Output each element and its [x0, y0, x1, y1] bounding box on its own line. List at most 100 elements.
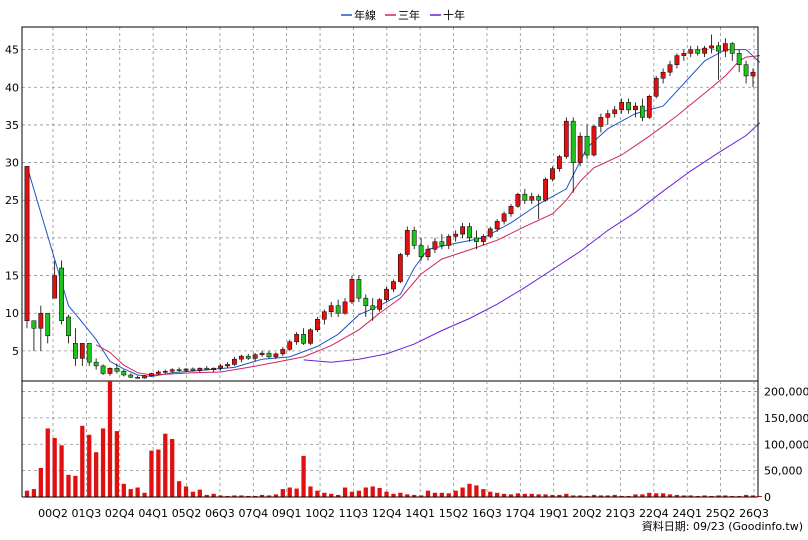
- candle: [287, 339, 293, 351]
- volume-y-tick-label: 0: [764, 491, 771, 504]
- volume-bar: [557, 494, 562, 497]
- candle: [73, 328, 78, 366]
- candle: [370, 298, 376, 321]
- candle: [356, 275, 362, 302]
- candle-body: [66, 316, 71, 337]
- candle-body: [142, 375, 147, 379]
- candle: [716, 42, 721, 80]
- volume-y-tick-label: 100,000: [764, 438, 808, 451]
- candle-body: [52, 275, 58, 299]
- volume-bar: [723, 495, 728, 497]
- candle: [702, 45, 707, 58]
- candle-body: [308, 329, 313, 344]
- candle: [93, 358, 99, 370]
- candle-body: [563, 120, 569, 157]
- volume-bar: [45, 428, 50, 497]
- candle-body: [550, 168, 555, 180]
- volume-bar: [349, 491, 355, 497]
- x-tick-label: 19Q1: [539, 507, 569, 520]
- legend-label-10yr: 十年: [443, 8, 465, 22]
- volume-bar: [149, 450, 154, 497]
- volume-bar: [695, 495, 700, 497]
- volume-bar: [335, 494, 341, 497]
- candle-body: [487, 228, 493, 237]
- candle-body: [557, 156, 562, 169]
- candle: [169, 368, 175, 373]
- volume-bar: [59, 445, 64, 497]
- volume-bar: [156, 449, 161, 497]
- volume-bar: [605, 495, 610, 497]
- candle-body: [460, 226, 465, 235]
- volume-bar: [232, 495, 237, 497]
- candle: [688, 45, 694, 58]
- candle-body: [646, 96, 652, 118]
- price-y-tick-label: 15: [5, 270, 19, 283]
- candle-body: [584, 135, 590, 156]
- volume-bar: [80, 425, 85, 497]
- candle-body: [404, 230, 410, 255]
- volume-bar: [543, 494, 548, 497]
- volume-bar: [612, 494, 617, 497]
- candle-body: [38, 312, 44, 329]
- candle-body: [114, 367, 120, 372]
- candle-body: [619, 102, 625, 111]
- volume-bar: [225, 495, 230, 497]
- volume-bar: [619, 495, 624, 497]
- candle-body: [128, 374, 134, 378]
- volume-bar: [24, 490, 30, 497]
- candle: [245, 353, 251, 360]
- candle: [508, 204, 514, 217]
- volume-bar: [660, 493, 666, 497]
- volume-bar: [522, 493, 527, 497]
- volume-bar: [322, 492, 327, 497]
- candle: [176, 367, 182, 372]
- volume-bar: [73, 475, 78, 497]
- candle-body: [232, 358, 237, 365]
- candle-body: [266, 352, 272, 358]
- candle: [695, 45, 701, 56]
- candle-body: [432, 241, 438, 250]
- volume-bar: [508, 494, 514, 497]
- candle: [59, 260, 64, 325]
- price-y-tick-label: 45: [5, 44, 19, 57]
- candle-body: [356, 279, 362, 299]
- volume-bar: [398, 492, 403, 497]
- candle-body: [190, 368, 196, 371]
- candle: [598, 113, 604, 133]
- volume-bar: [239, 495, 244, 497]
- volume-bar: [384, 491, 389, 497]
- volume-bar: [564, 493, 569, 497]
- candle: [446, 234, 452, 250]
- candle: [584, 124, 590, 159]
- candle: [418, 237, 424, 261]
- candle: [397, 252, 403, 284]
- candle: [681, 49, 687, 61]
- candle-body: [328, 305, 334, 312]
- candle-body: [183, 368, 189, 371]
- volume-bar: [266, 495, 272, 497]
- candle-body: [245, 355, 251, 359]
- candle: [722, 38, 728, 58]
- x-tick-label: 07Q4: [238, 507, 268, 520]
- candle: [315, 316, 320, 333]
- candle-body: [446, 236, 452, 246]
- volume-bar: [453, 490, 458, 497]
- candle-body: [162, 370, 168, 373]
- x-tick-label: 05Q2: [172, 507, 202, 520]
- volume-bar: [142, 492, 147, 497]
- candle: [197, 367, 203, 372]
- candle: [183, 368, 189, 372]
- candle-body: [660, 71, 666, 79]
- candle-body: [107, 367, 113, 374]
- x-axis: 00Q2 01Q3 02Q4 04Q1 05Q2 06Q3 07Q4 09Q1 10Q2 11Q3…: [38, 507, 769, 520]
- candle-body: [321, 311, 327, 320]
- candle-body: [252, 354, 258, 359]
- candle-body: [453, 233, 459, 237]
- volume-bar: [446, 493, 451, 497]
- candle-body: [315, 318, 320, 331]
- volume-bar: [197, 489, 203, 497]
- candle: [211, 367, 217, 372]
- candle-body: [702, 47, 707, 54]
- volume-bar: [488, 491, 493, 497]
- candle: [363, 294, 369, 317]
